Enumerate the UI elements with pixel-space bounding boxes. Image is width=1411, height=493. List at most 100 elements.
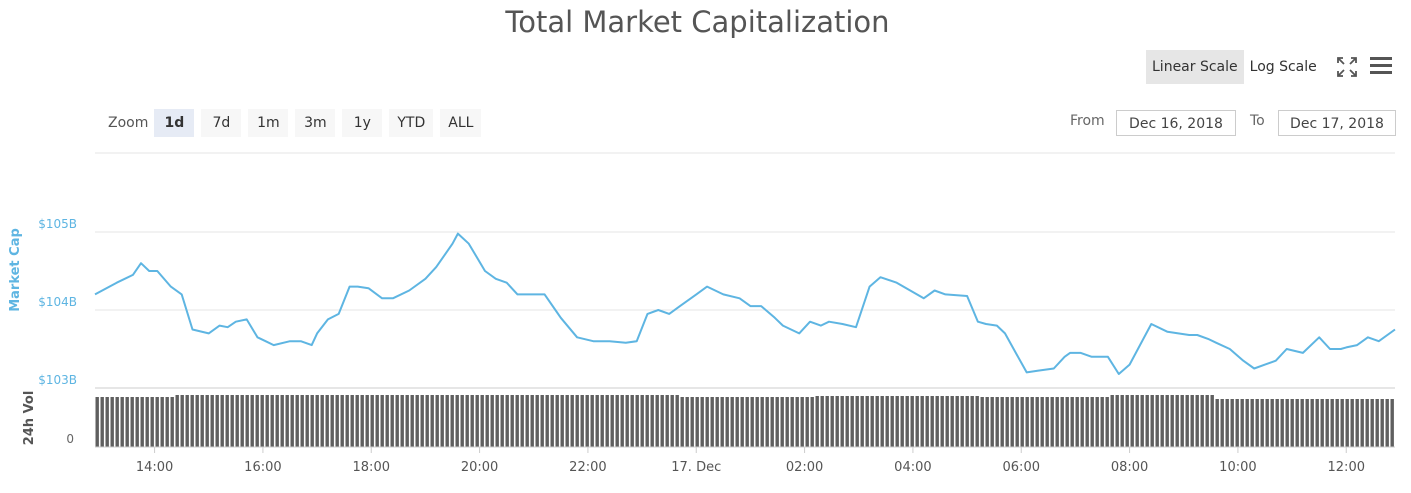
- y-tick-label: $104B: [38, 295, 77, 309]
- volume-bar: [1135, 395, 1139, 447]
- volume-axis-title: 24h Vol: [22, 391, 37, 446]
- volume-bar: [740, 397, 744, 447]
- volume-bar: [1030, 397, 1034, 447]
- volume-bar: [760, 397, 764, 447]
- volume-bar: [725, 397, 729, 447]
- volume-bar: [340, 395, 344, 447]
- to-date-input[interactable]: Dec 17, 2018: [1278, 110, 1396, 136]
- x-tick-label: 10:00: [1219, 460, 1256, 475]
- volume-bar: [350, 395, 354, 447]
- volume-bar: [1155, 395, 1159, 447]
- volume-bar: [1015, 397, 1019, 447]
- volume-bar: [465, 395, 469, 447]
- volume-bar: [695, 397, 699, 447]
- volume-bar: [110, 397, 114, 447]
- volume-bar: [1385, 399, 1389, 447]
- hamburger-menu-icon[interactable]: [1369, 55, 1393, 77]
- volume-bar: [515, 395, 519, 447]
- volume-bar: [165, 397, 169, 447]
- volume-bar: [1065, 397, 1069, 447]
- volume-bar: [770, 397, 774, 447]
- volume-bar: [1005, 397, 1009, 447]
- volume-bar: [520, 395, 524, 447]
- volume-bar: [1070, 397, 1074, 447]
- volume-bar: [1175, 395, 1179, 447]
- volume-bar: [1255, 399, 1259, 447]
- zoom-1m-button[interactable]: 1m: [248, 109, 289, 137]
- linear-scale-button[interactable]: Linear Scale: [1146, 50, 1244, 84]
- volume-bar: [335, 395, 339, 447]
- volume-bar: [1185, 395, 1189, 447]
- volume-bar: [280, 395, 284, 447]
- volume-bar: [240, 395, 244, 447]
- volume-bar: [805, 397, 809, 447]
- volume-bar: [1390, 399, 1394, 447]
- volume-bar: [415, 395, 419, 447]
- zoom-selector: Zoom 1d 7d 1m 3m 1y YTD ALL: [108, 109, 488, 137]
- volume-bar: [105, 397, 109, 447]
- volume-bar: [300, 395, 304, 447]
- volume-bar: [1190, 395, 1194, 447]
- volume-bar: [265, 395, 269, 447]
- volume-bar: [675, 395, 679, 447]
- volume-bar: [460, 395, 464, 447]
- volume-bar: [510, 395, 514, 447]
- zoom-3m-button[interactable]: 3m: [295, 109, 336, 137]
- volume-bar: [640, 395, 644, 447]
- volume-bar: [1050, 397, 1054, 447]
- log-scale-button[interactable]: Log Scale: [1249, 59, 1317, 75]
- volume-bar: [635, 395, 639, 447]
- volume-bar: [1365, 399, 1369, 447]
- volume-bar: [1250, 399, 1254, 447]
- y-gridlines: [95, 231, 1395, 389]
- volume-bar: [1075, 397, 1079, 447]
- volume-bar: [585, 395, 589, 447]
- volume-bar: [435, 395, 439, 447]
- volume-bar: [965, 396, 969, 447]
- volume-bar: [785, 397, 789, 447]
- zoom-1y-button[interactable]: 1y: [342, 109, 383, 137]
- volume-bar: [1375, 399, 1379, 447]
- volume-bar: [960, 396, 964, 447]
- volume-bar: [445, 395, 449, 447]
- x-tick-label: 20:00: [461, 460, 498, 475]
- zoom-ytd-button[interactable]: YTD: [389, 109, 434, 137]
- from-date-input[interactable]: Dec 16, 2018: [1116, 110, 1236, 136]
- volume-bar: [595, 395, 599, 447]
- volume-bar: [710, 397, 714, 447]
- volume-bar: [225, 395, 229, 447]
- volume-bar: [230, 395, 234, 447]
- volume-bar: [375, 395, 379, 447]
- volume-bar: [765, 397, 769, 447]
- volume-bar: [755, 397, 759, 447]
- volume-bar: [1180, 395, 1184, 447]
- zoom-all-button[interactable]: ALL: [440, 109, 482, 137]
- volume-bar: [450, 395, 454, 447]
- volume-bar: [145, 397, 149, 447]
- volume-bar: [395, 395, 399, 447]
- volume-bar: [815, 396, 819, 447]
- volume-bar: [470, 395, 474, 447]
- volume-bar: [1120, 395, 1124, 447]
- volume-bar: [325, 395, 329, 447]
- volume-bar: [115, 397, 119, 447]
- volume-bar: [1275, 399, 1279, 447]
- volume-bar: [915, 396, 919, 447]
- zoom-1d-button[interactable]: 1d: [154, 109, 195, 137]
- zoom-7d-button[interactable]: 7d: [201, 109, 242, 137]
- volume-bar: [1095, 397, 1099, 447]
- volume-bar: [1090, 397, 1094, 447]
- volume-bar: [800, 397, 804, 447]
- volume-bar: [525, 395, 529, 447]
- volume-bar: [1370, 399, 1374, 447]
- x-tick-label: 04:00: [894, 460, 931, 475]
- volume-bar: [1265, 399, 1269, 447]
- to-label: To: [1250, 113, 1265, 129]
- fullscreen-icon[interactable]: [1336, 56, 1358, 78]
- volume-bar: [955, 396, 959, 447]
- volume-bar: [1355, 399, 1359, 447]
- volume-bar: [135, 397, 139, 447]
- volume-bar: [855, 396, 859, 447]
- volume-bar: [1235, 399, 1239, 447]
- volume-bar: [345, 395, 349, 447]
